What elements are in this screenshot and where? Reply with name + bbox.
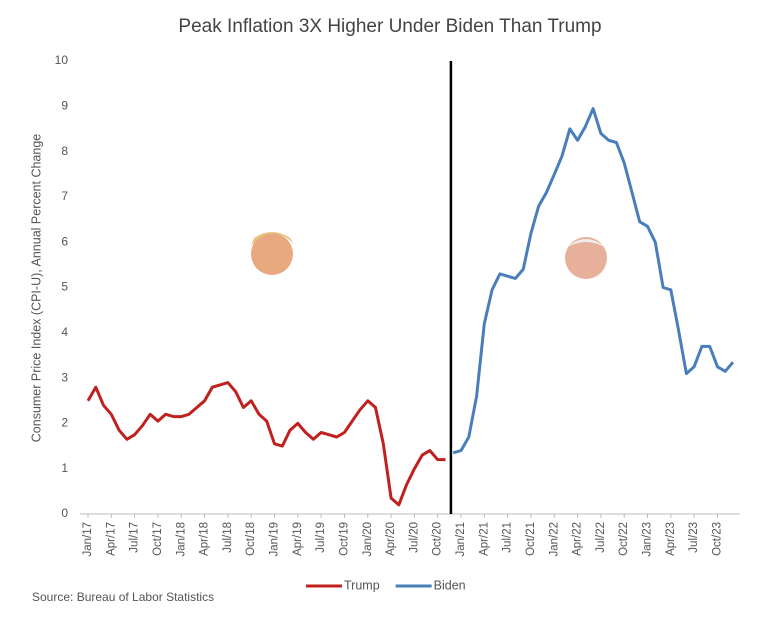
y-tick-label: 6: [61, 234, 68, 248]
x-tick-label: Jan/21: [455, 522, 467, 557]
y-tick-label: 3: [61, 370, 68, 384]
x-tick-label: Jul/21: [502, 522, 514, 553]
x-tick-label: Jul/23: [688, 522, 700, 553]
x-tick-label: Apr/18: [199, 522, 211, 556]
x-tick-label: Jan/23: [642, 522, 654, 557]
x-tick-label: Apr/19: [292, 522, 304, 556]
y-tick-label: 10: [55, 53, 69, 67]
x-tick-label: Jul/22: [595, 522, 607, 553]
source: Source: Bureau of Labor Statistics: [32, 590, 214, 604]
x-tick-label: Oct/23: [711, 522, 723, 556]
x-tick-label: Apr/17: [105, 522, 117, 556]
y-axis-label: Consumer Price Index (CPI-U), Annual Per…: [29, 134, 43, 443]
x-tick-label: Oct/22: [618, 522, 630, 556]
trump-face: [251, 232, 294, 275]
x-tick-label: Oct/20: [432, 522, 444, 556]
biden-face: [565, 237, 607, 279]
x-tick-label: Oct/21: [525, 522, 537, 556]
x-tick-label: Jan/22: [548, 522, 560, 557]
x-tick-label: Jul/17: [129, 522, 141, 553]
x-tick-label: Oct/18: [245, 522, 257, 556]
x-tick-label: Oct/17: [152, 522, 164, 556]
y-tick-label: 9: [61, 98, 68, 112]
x-tick-label: Jul/19: [315, 522, 327, 553]
y-tick-label: 5: [61, 280, 68, 294]
chart-title: Peak Inflation 3X Higher Under Biden Tha…: [178, 16, 601, 37]
y-tick-label: 1: [61, 461, 68, 475]
legend-label: Trump: [344, 578, 380, 592]
x-tick-label: Apr/20: [385, 522, 397, 556]
series-line: [452, 107, 735, 455]
y-tick-label: 0: [61, 506, 68, 520]
series-line: [86, 381, 446, 507]
legend-label: Biden: [434, 578, 466, 592]
x-tick-label: Jan/19: [269, 522, 281, 557]
y-tick-label: 2: [61, 416, 68, 430]
x-tick-label: Jan/20: [362, 522, 374, 557]
x-tick-label: Apr/23: [665, 522, 677, 556]
y-tick-label: 8: [61, 144, 68, 158]
x-tick-label: Apr/22: [572, 522, 584, 556]
y-tick-label: 4: [61, 325, 68, 339]
x-tick-label: Jul/18: [222, 522, 234, 553]
x-tick-label: Oct/19: [338, 522, 350, 556]
x-tick-label: Apr/21: [478, 522, 490, 556]
x-tick-label: Jan/18: [175, 522, 187, 557]
x-tick-label: Jul/20: [408, 522, 420, 553]
y-tick-label: 7: [61, 189, 68, 203]
x-tick-label: Jan/17: [82, 522, 94, 557]
